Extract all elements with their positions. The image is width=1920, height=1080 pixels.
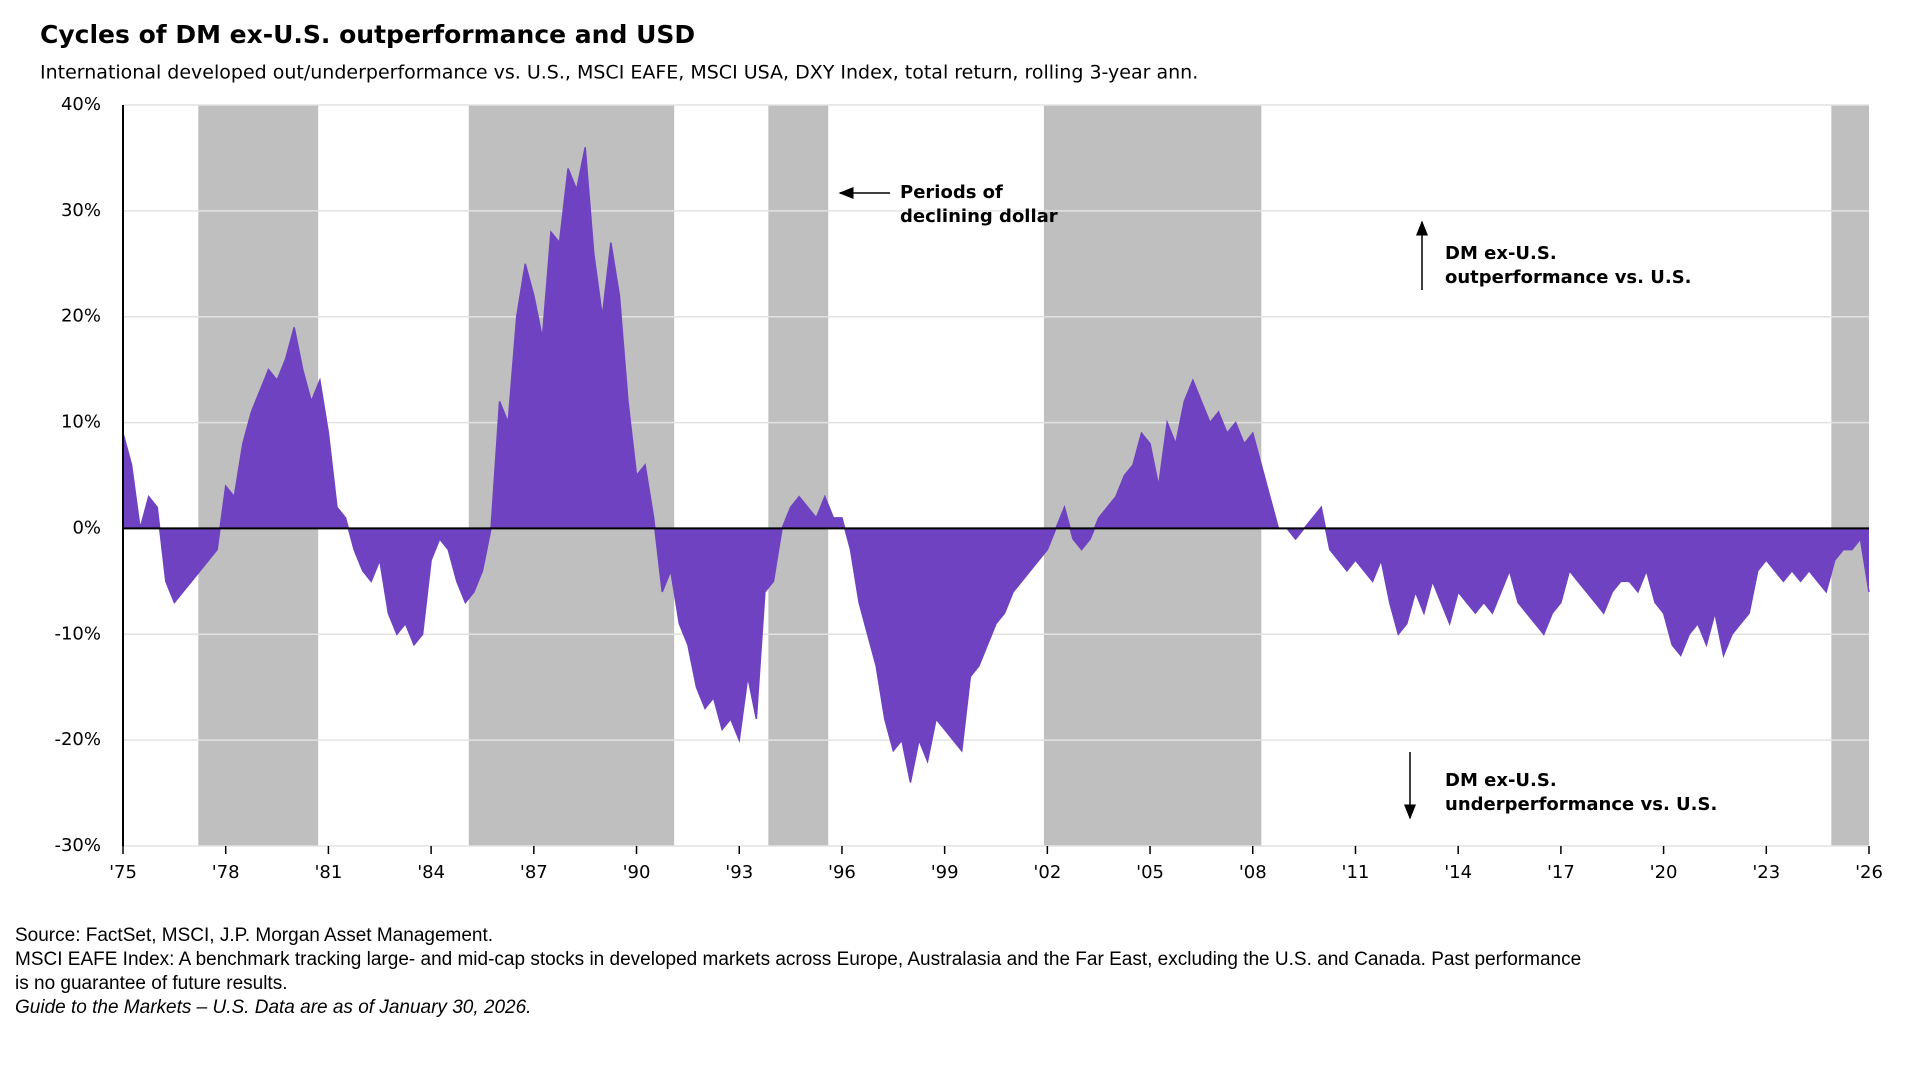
annotation: underperformance vs. U.S. — [1445, 794, 1717, 815]
x-tick-label: '87 — [520, 862, 548, 883]
annotation: declining dollar — [900, 206, 1058, 227]
y-tick-label: 40% — [61, 94, 101, 115]
footnote: Source: FactSet, MSCI, J.P. Morgan Asset… — [15, 925, 493, 946]
x-tick-label: '96 — [828, 862, 856, 883]
chart-title: Cycles of DM ex-U.S. outperformance and … — [40, 20, 695, 49]
x-tick-label: '14 — [1444, 862, 1472, 883]
x-tick-label: '17 — [1547, 862, 1575, 883]
x-tick-label: '75 — [109, 862, 137, 883]
x-tick-label: '78 — [212, 862, 240, 883]
annotation: DM ex-U.S. — [1445, 243, 1557, 264]
shaded-period — [768, 105, 829, 846]
x-tick-label: '20 — [1650, 862, 1678, 883]
y-tick-label: -10% — [54, 623, 101, 644]
x-tick-label: '11 — [1342, 862, 1370, 883]
x-tick-label: '81 — [314, 862, 342, 883]
shaded-period — [1831, 105, 1869, 846]
annotation: Periods of — [900, 182, 1003, 203]
y-tick-label: 20% — [61, 306, 101, 327]
x-tick-label: '26 — [1855, 862, 1883, 883]
y-tick-label: 0% — [72, 517, 101, 538]
y-tick-label: -30% — [54, 835, 101, 856]
x-tick-label: '84 — [417, 862, 445, 883]
x-tick-label: '23 — [1752, 862, 1780, 883]
area-line — [122, 147, 1870, 783]
footnote: Guide to the Markets – U.S. Data are as … — [15, 997, 531, 1018]
footnote: is no guarantee of future results. — [15, 973, 288, 994]
x-tick-label: '90 — [623, 862, 651, 883]
annotation: DM ex-U.S. — [1445, 770, 1557, 791]
x-tick-label: '02 — [1033, 862, 1061, 883]
y-tick-label: 10% — [61, 412, 101, 433]
x-tick-label: '99 — [931, 862, 959, 883]
footnote: MSCI EAFE Index: A benchmark tracking la… — [15, 949, 1581, 970]
chart-subtitle: International developed out/underperform… — [40, 62, 1198, 84]
y-tick-label: -20% — [54, 729, 101, 750]
x-tick-label: '08 — [1239, 862, 1267, 883]
x-tick-label: '05 — [1136, 862, 1164, 883]
annotation: outperformance vs. U.S. — [1445, 267, 1692, 288]
area-fill — [123, 147, 1869, 783]
x-tick-label: '93 — [725, 862, 753, 883]
y-tick-label: 30% — [61, 200, 101, 221]
